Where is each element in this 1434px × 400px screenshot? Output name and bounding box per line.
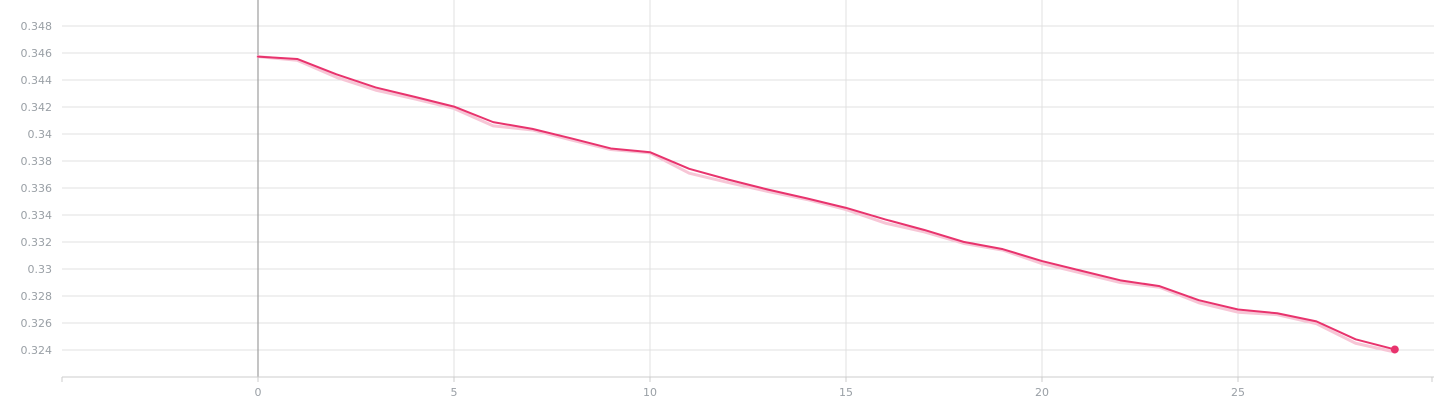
x-tick-label: 5 bbox=[451, 386, 458, 399]
smoothed-series-line bbox=[257, 55, 1396, 351]
y-tick-label: 0.332 bbox=[21, 236, 53, 249]
y-tick-label: 0.33 bbox=[28, 263, 53, 276]
x-tick-label: 25 bbox=[1231, 386, 1245, 399]
y-tick-label: 0.334 bbox=[21, 209, 53, 222]
x-tick-label: 20 bbox=[1035, 386, 1049, 399]
last-point-marker bbox=[1390, 345, 1399, 354]
x-tick-label: 0 bbox=[255, 386, 262, 399]
y-tick-label: 0.348 bbox=[21, 20, 53, 33]
y-tick-label: 0.338 bbox=[21, 155, 53, 168]
y-tick-label: 0.34 bbox=[28, 128, 53, 141]
y-tick-label: 0.342 bbox=[21, 101, 53, 114]
y-tick-label: 0.328 bbox=[21, 290, 53, 303]
x-tick-label: 15 bbox=[839, 386, 853, 399]
y-tick-label: 0.344 bbox=[21, 74, 53, 87]
y-tick-label: 0.324 bbox=[21, 344, 53, 357]
y-tick-label: 0.326 bbox=[21, 317, 53, 330]
y-tick-label: 0.336 bbox=[21, 182, 53, 195]
raw-series-line bbox=[256, 55, 1397, 354]
x-tick-label: 10 bbox=[643, 386, 657, 399]
y-tick-label: 0.346 bbox=[21, 47, 53, 60]
